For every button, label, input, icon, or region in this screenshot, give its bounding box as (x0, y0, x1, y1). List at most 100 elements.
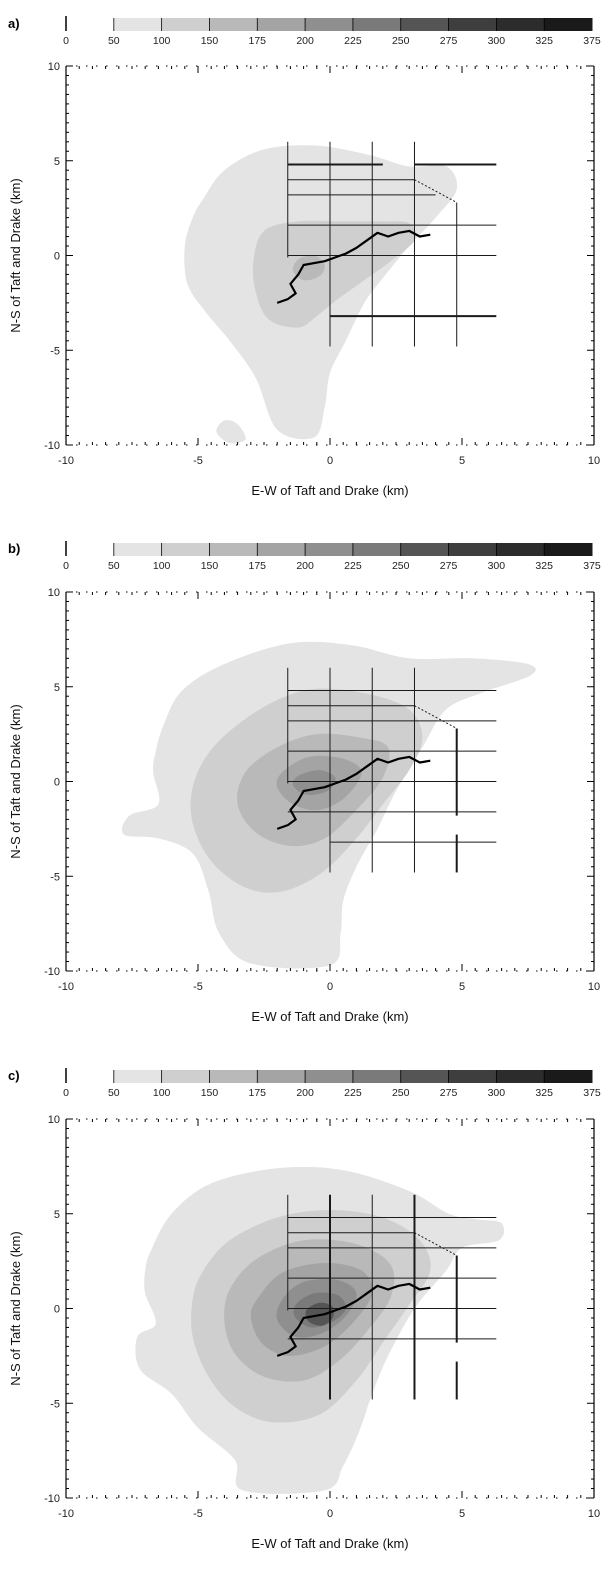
colorbar-tick-label: 100 (153, 1087, 171, 1099)
x-tick-label: 10 (588, 981, 600, 993)
colorbar-tick-label: 250 (392, 560, 410, 572)
colorbar-tick-label: 200 (296, 1087, 314, 1099)
contour-level-100 (252, 220, 416, 328)
colorbar-swatch (161, 543, 210, 556)
storm-track (276, 1282, 431, 1357)
colorbar-tick-label: 0 (63, 1087, 69, 1099)
axes: -10 -5 0 5 10 10 5 0 -5 -10 E-W of Taft and Drake … (8, 587, 600, 1024)
panel-label: c) (8, 1068, 20, 1083)
y-tick-label: 0 (54, 251, 60, 263)
colorbar-tick-label: 50 (108, 35, 120, 47)
street-grid (287, 667, 497, 873)
colorbar-swatch (496, 543, 545, 556)
x-tick-label: 5 (459, 1508, 465, 1520)
colorbar-tick-label: 375 (583, 1087, 601, 1099)
contour-level-200 (292, 770, 336, 796)
colorbar-tick-label: 250 (392, 1087, 410, 1099)
x-tick-label: 10 (588, 455, 600, 467)
contour-level-50 (216, 419, 246, 444)
y-tick-label: 0 (54, 777, 60, 789)
colorbar-tick-label: 225 (344, 1087, 362, 1099)
colorbar-tick-label: 175 (249, 560, 267, 572)
colorbar-tick-label: 250 (392, 35, 410, 47)
colorbar-tick-label: 0 (63, 35, 69, 47)
colorbar-tick-label: 100 (153, 560, 171, 572)
colorbar-tick-label: 150 (201, 1087, 219, 1099)
colorbar-swatch (544, 543, 593, 556)
colorbar-swatch (544, 1070, 593, 1083)
colorbar-swatch (113, 18, 163, 31)
colorbar-tick-label: 225 (344, 560, 362, 572)
x-tick-label: 0 (327, 455, 333, 467)
colorbar-tick-label: 325 (535, 560, 553, 572)
colorbar-swatch (496, 1070, 545, 1083)
colorbar-swatch (66, 1070, 115, 1083)
colorbar-swatch (66, 18, 115, 31)
contour-fields (135, 1166, 505, 1494)
colorbar-tick-label: 375 (583, 35, 601, 47)
y-tick-label: 5 (54, 682, 60, 694)
axes: -10 -5 0 5 10 10 5 0 -5 -10 E-W of Taft and Drake … (8, 61, 600, 498)
contour-fields (184, 145, 458, 444)
colorbar-swatch (352, 1070, 402, 1083)
colorbar-tick-label: 225 (344, 35, 362, 47)
colorbar-swatch (448, 543, 497, 556)
panel-b: b)0 50 100 150 175 200 225 250 275 300 325 375-10 -5… (8, 541, 601, 1024)
x-tick-label: -10 (58, 455, 74, 467)
y-tick-label: 10 (48, 587, 60, 599)
y-tick-label: 10 (48, 61, 60, 73)
colorbar-tick-label: 150 (201, 560, 219, 572)
colorbar-swatch (161, 1070, 210, 1083)
colorbar-swatch (448, 18, 497, 31)
y-tick-label: -5 (50, 1398, 60, 1410)
colorbar-tick-label: 200 (296, 35, 314, 47)
colorbar-tick-label: 0 (63, 560, 69, 572)
colorbar-swatch (400, 1070, 450, 1083)
colorbar-swatch (66, 543, 115, 556)
colorbar: 0 50 100 150 175 200 225 250 275 300 325 375 (63, 16, 601, 47)
x-tick-label: -5 (193, 1508, 203, 1520)
y-tick-label: -5 (50, 345, 60, 357)
colorbar-tick-label: 300 (488, 1087, 506, 1099)
colorbar-tick-label: 200 (296, 560, 314, 572)
x-tick-label: 5 (459, 981, 465, 993)
colorbar-tick-label: 275 (440, 560, 458, 572)
colorbar: 0 50 100 150 175 200 225 250 275 300 325 375 (63, 1068, 601, 1099)
colorbar-tick-label: 275 (440, 1087, 458, 1099)
panel-label: b) (8, 541, 20, 556)
x-tick-label: -10 (58, 1508, 74, 1520)
y-axis-title: N-S of Taft and Drake (km) (8, 704, 23, 858)
panel-a: a)0 50 100 150 175 200 225 250 275 300 325 375-10 -5… (8, 16, 601, 498)
y-axis-title: N-S of Taft and Drake (km) (8, 1231, 23, 1385)
x-axis-title: E-W of Taft and Drake (km) (251, 483, 408, 498)
x-axis-title: E-W of Taft and Drake (km) (251, 1009, 408, 1024)
colorbar-swatch (257, 1070, 306, 1083)
x-tick-label: 0 (327, 981, 333, 993)
colorbar-swatch (209, 18, 258, 31)
y-tick-label: -10 (44, 1493, 60, 1505)
street-grid (287, 1194, 497, 1400)
colorbar-swatch (161, 18, 210, 31)
colorbar-swatch (113, 1070, 163, 1083)
y-tick-label: 5 (54, 156, 60, 168)
x-tick-label: 5 (459, 455, 465, 467)
x-tick-label: 0 (327, 1508, 333, 1520)
colorbar-tick-label: 300 (488, 35, 506, 47)
colorbar: 0 50 100 150 175 200 225 250 275 300 325 375 (63, 541, 601, 572)
colorbar-tick-label: 375 (583, 560, 601, 572)
y-tick-label: -10 (44, 966, 60, 978)
y-tick-label: 10 (48, 1114, 60, 1126)
storm-track (276, 755, 431, 830)
colorbar-swatch (209, 543, 258, 556)
street-grid (287, 141, 497, 347)
axes: -10 -5 0 5 10 10 5 0 -5 -10 E-W of Taft and Drake … (8, 1114, 600, 1551)
x-tick-label: -5 (193, 981, 203, 993)
x-tick-label: 10 (588, 1508, 600, 1520)
colorbar-swatch (352, 18, 402, 31)
colorbar-swatch (257, 543, 306, 556)
colorbar-swatch (305, 543, 354, 556)
colorbar-tick-label: 325 (535, 35, 553, 47)
y-tick-label: 0 (54, 1304, 60, 1316)
colorbar-swatch (209, 1070, 258, 1083)
panel-c: c)0 50 100 150 175 200 225 250 275 300 325 375-10 -5… (8, 1068, 601, 1551)
